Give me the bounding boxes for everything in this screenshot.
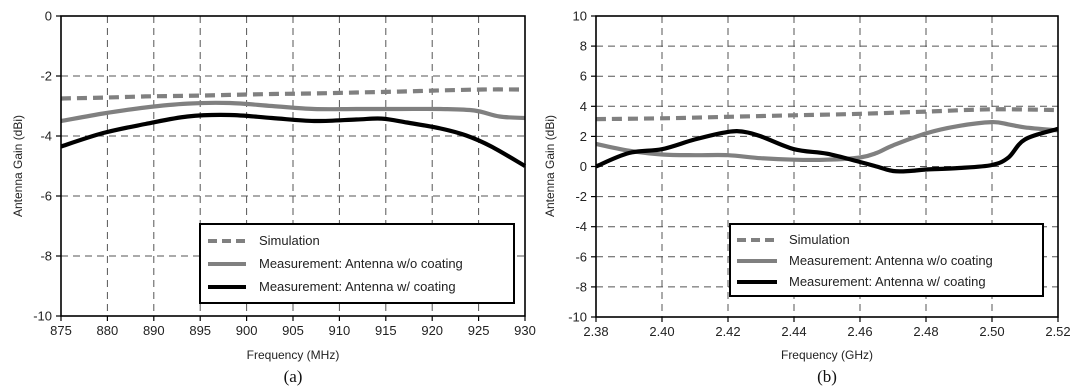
chart-b-x-tick-label: 2.46 bbox=[847, 324, 872, 339]
chart-b-x-tick-label: 2.44 bbox=[781, 324, 806, 339]
chart-a-x-tick-label: 920 bbox=[421, 323, 443, 338]
chart-b-y-tick-label: -6 bbox=[575, 249, 587, 264]
chart-a-series-without-coating bbox=[60, 100, 526, 124]
chart-b-y-tick-label: -2 bbox=[575, 189, 587, 204]
chart-a-x-tick-label: 895 bbox=[189, 323, 211, 338]
chart-b-y-ticks: 10 8 6 4 2 0 -2 -4 -6 -8 -10 bbox=[568, 9, 596, 325]
chart-a-gridlines bbox=[61, 16, 525, 316]
chart-b-x-tick-label: 2.50 bbox=[979, 324, 1004, 339]
chart-b-y-tick-label: 4 bbox=[580, 99, 587, 114]
chart-b-x-axis-label: Frequency (GHz) bbox=[781, 348, 873, 362]
chart-a: 0 -2 -4 -6 -8 -10 875 880 890 895 900 905 910 915 920… bbox=[11, 9, 536, 387]
chart-a-y-tick-label: -4 bbox=[40, 129, 52, 144]
chart-b-y-axis-label: Antenna Gain (dBi) bbox=[543, 115, 557, 217]
chart-b-legend-label-with-coating: Measurement: Antenna w/ coating bbox=[789, 274, 986, 289]
chart-a-x-tick-label: 890 bbox=[143, 323, 165, 338]
chart-a-caption: (a) bbox=[284, 367, 303, 386]
chart-b-series-without-coating bbox=[595, 119, 1059, 163]
chart-b-y-tick-label: 10 bbox=[573, 9, 587, 24]
chart-b-legend-box bbox=[729, 223, 1044, 297]
chart-a-x-tick-label: 875 bbox=[50, 323, 72, 338]
chart-b-y-tick-label: 2 bbox=[580, 129, 587, 144]
chart-b-x-tick-label: 2.38 bbox=[583, 324, 608, 339]
chart-b-y-tick-label: -8 bbox=[575, 279, 587, 294]
chart-a-x-tick-label: 930 bbox=[514, 323, 536, 338]
chart-a-x-tick-label: 915 bbox=[375, 323, 397, 338]
chart-a-x-tick-label: 880 bbox=[97, 323, 119, 338]
chart-a-legend-label-with-coating: Measurement: Antenna w/ coating bbox=[259, 279, 456, 294]
chart-b-y-tick-label: -4 bbox=[575, 219, 587, 234]
chart-a-legend-label-simulation: Simulation bbox=[259, 233, 320, 248]
chart-a-y-tick-label: -6 bbox=[40, 189, 52, 204]
chart-b-legend-label-without-coating: Measurement: Antenna w/o coating bbox=[789, 253, 993, 268]
chart-b-legend-label-simulation: Simulation bbox=[789, 232, 850, 247]
chart-a-y-tick-label: -10 bbox=[33, 309, 52, 324]
chart-b-x-tick-label: 2.42 bbox=[715, 324, 740, 339]
chart-b-y-tick-label: 6 bbox=[580, 69, 587, 84]
chart-a-y-axis-label: Antenna Gain (dBi) bbox=[11, 115, 25, 217]
chart-a-x-tick-label: 910 bbox=[329, 323, 351, 338]
chart-a-x-tick-label: 905 bbox=[282, 323, 304, 338]
chart-a-legend-label-without-coating: Measurement: Antenna w/o coating bbox=[259, 256, 463, 271]
chart-a-series-layer bbox=[60, 87, 527, 168]
chart-a-x-ticks: 875 880 890 895 900 905 910 915 920 925 930 bbox=[50, 316, 536, 338]
chart-a-x-axis-label: Frequency (MHz) bbox=[247, 348, 340, 362]
chart-b-series-with-coating bbox=[595, 126, 1059, 174]
chart-b-y-tick-label: 8 bbox=[580, 39, 587, 54]
chart-b-series-layer bbox=[595, 107, 1059, 174]
chart-a-y-tick-label: -2 bbox=[40, 69, 52, 84]
chart-a-x-tick-label: 900 bbox=[236, 323, 258, 338]
chart-a-y-ticks: 0 -2 -4 -6 -8 -10 bbox=[33, 9, 61, 324]
chart-a-series-with-coating bbox=[60, 112, 527, 168]
chart-a-x-tick-label: 925 bbox=[468, 323, 490, 338]
chart-a-y-tick-label: -8 bbox=[40, 249, 52, 264]
chart-a-y-tick-label: 0 bbox=[45, 9, 52, 24]
chart-b-x-tick-label: 2.48 bbox=[913, 324, 938, 339]
chart-a-legend: Simulation Measurement: Antenna w/o coat… bbox=[199, 223, 515, 304]
chart-b-x-ticks: 2.38 2.40 2.42 2.44 2.46 2.48 2.50 2.52 bbox=[583, 317, 1071, 339]
chart-a-series-simulation bbox=[60, 87, 526, 101]
chart-b-caption: (b) bbox=[817, 367, 837, 386]
chart-b-series-simulation bbox=[595, 107, 1059, 122]
chart-b-legend: Simulation Measurement: Antenna w/o coat… bbox=[729, 223, 1044, 297]
chart-b-y-tick-label: 0 bbox=[580, 159, 587, 174]
chart-b-y-tick-label: -10 bbox=[568, 310, 587, 325]
chart-b-x-tick-label: 2.52 bbox=[1045, 324, 1070, 339]
chart-a-legend-box bbox=[199, 223, 515, 304]
chart-b-x-tick-label: 2.40 bbox=[649, 324, 674, 339]
